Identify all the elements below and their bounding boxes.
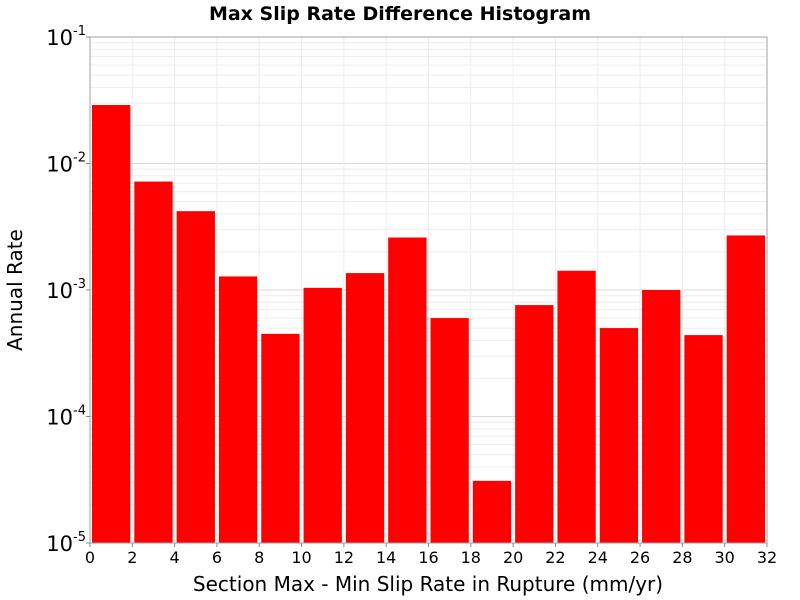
x-tick-label: 2 — [127, 548, 137, 567]
histogram-bar — [345, 273, 385, 543]
x-tick-label: 12 — [334, 548, 354, 567]
x-tick-label: 18 — [461, 548, 481, 567]
histogram-bar — [684, 335, 723, 543]
histogram-bar — [726, 235, 765, 543]
x-tick-label: 32 — [757, 548, 777, 567]
histogram-bar — [642, 290, 681, 543]
x-tick-label: 4 — [170, 548, 180, 567]
x-tick-label: 22 — [545, 548, 565, 567]
chart-title: Max Slip Rate Difference Histogram — [209, 3, 591, 25]
x-axis-label: Section Max - Min Slip Rate in Rupture (… — [193, 572, 663, 596]
histogram-bar — [134, 181, 173, 544]
histogram-bar — [218, 276, 258, 543]
histogram-bar — [92, 105, 131, 543]
x-tick-label: 30 — [715, 548, 735, 567]
x-tick-label: 6 — [212, 548, 222, 567]
histogram-bar — [557, 270, 596, 543]
histogram-bar — [388, 237, 427, 544]
x-tick-label: 16 — [418, 548, 438, 567]
x-tick-label: 0 — [85, 548, 95, 567]
x-tick-label: 28 — [672, 548, 692, 567]
y-tick-label: 10-4 — [46, 404, 86, 430]
x-tick-label: 26 — [630, 548, 650, 567]
histogram-bar — [599, 328, 639, 543]
x-axis-ticks: 0 2 4 6 8 10 12 14 16 18 20 22 24 26 28 30 32 — [85, 543, 777, 567]
y-tick-label: 10-1 — [46, 24, 86, 50]
histogram-bar — [515, 305, 554, 543]
x-tick-label: 10 — [291, 548, 311, 567]
x-tick-label: 14 — [376, 548, 396, 567]
y-tick-label: 10-3 — [46, 277, 86, 303]
y-tick-label: 10-2 — [46, 151, 86, 177]
x-tick-label: 20 — [503, 548, 523, 567]
x-tick-label: 24 — [588, 548, 608, 567]
histogram-bar — [303, 287, 342, 543]
histogram-bar — [261, 333, 300, 543]
y-axis-label: Annual Rate — [3, 229, 27, 351]
histogram-bar — [472, 480, 512, 543]
histogram-bar — [176, 211, 215, 543]
bars — [92, 105, 765, 544]
y-axis-ticks: 10-1 10-2 10-3 10-4 10-5 — [46, 24, 90, 556]
histogram-bar — [430, 318, 469, 543]
y-tick-label: 10-5 — [46, 530, 86, 556]
x-tick-label: 8 — [254, 548, 264, 567]
